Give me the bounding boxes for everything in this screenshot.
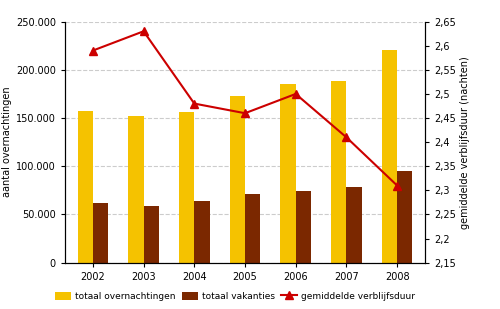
Y-axis label: gemiddelde verblijfsduur (nachten): gemiddelde verblijfsduur (nachten) — [460, 56, 470, 229]
Y-axis label: aantal overnachtingen: aantal overnachtingen — [2, 87, 12, 197]
Bar — [179, 112, 194, 263]
Bar — [144, 206, 159, 263]
Bar — [230, 96, 245, 263]
Bar — [245, 194, 260, 263]
Bar — [78, 111, 93, 263]
gemiddelde verblijfsduur — [394, 184, 400, 187]
Line: gemiddelde verblijfsduur: gemiddelde verblijfsduur — [88, 27, 402, 190]
gemiddelde verblijfsduur — [292, 92, 298, 96]
Bar — [296, 191, 311, 263]
Legend: totaal overnachtingen, totaal vakanties, gemiddelde verblijfsduur: totaal overnachtingen, totaal vakanties,… — [52, 288, 418, 304]
Bar — [331, 81, 346, 263]
gemiddelde verblijfsduur — [192, 102, 198, 105]
Bar — [128, 116, 144, 263]
Bar — [280, 84, 295, 263]
Bar — [346, 188, 362, 263]
Bar — [397, 171, 412, 263]
gemiddelde verblijfsduur — [242, 111, 248, 115]
Bar — [93, 203, 108, 263]
gemiddelde verblijfsduur — [140, 29, 146, 33]
gemiddelde verblijfsduur — [344, 135, 349, 139]
Bar — [382, 49, 397, 263]
Bar — [194, 201, 210, 263]
gemiddelde verblijfsduur — [90, 49, 96, 53]
